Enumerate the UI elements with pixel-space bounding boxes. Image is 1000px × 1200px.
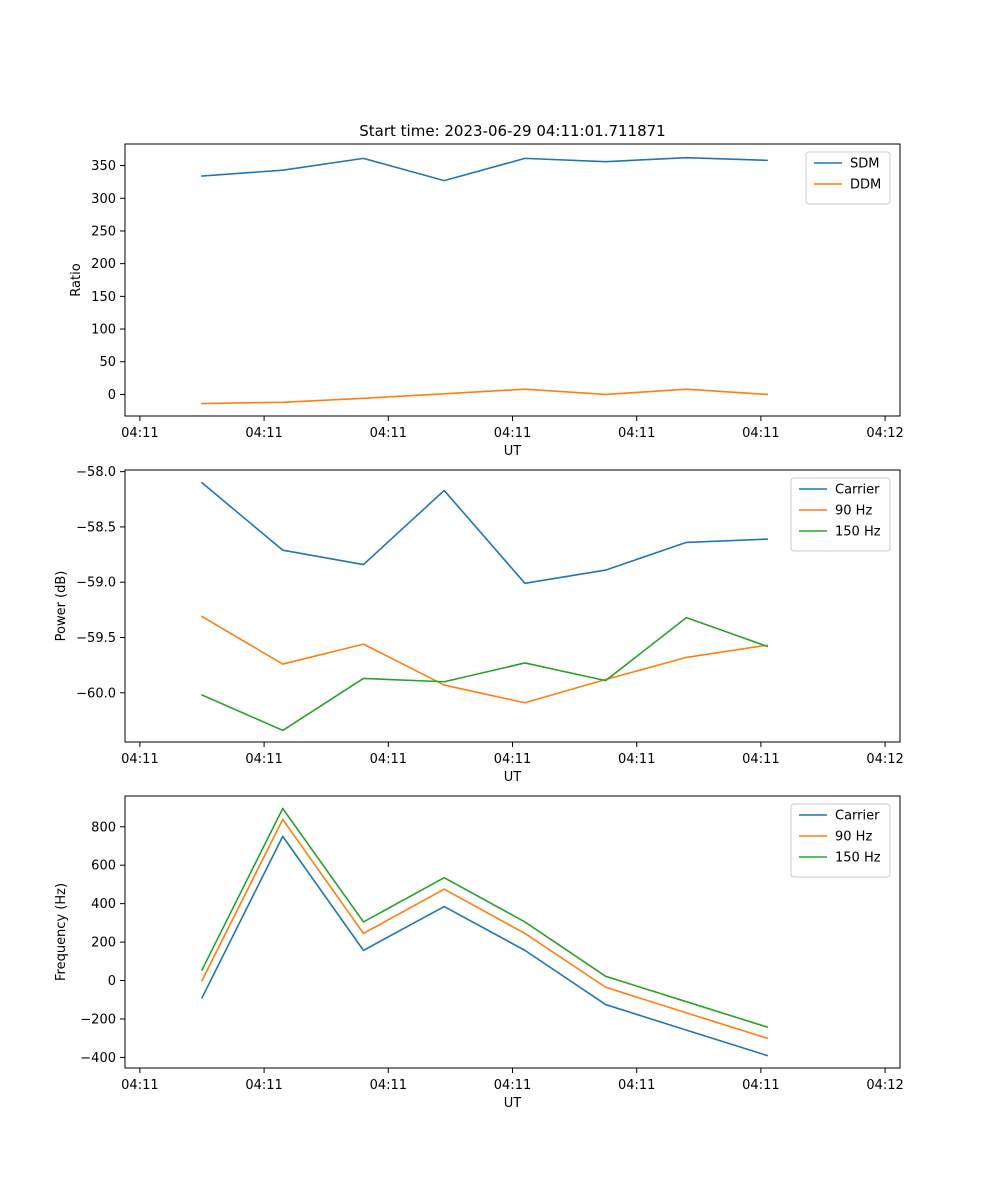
frequency-y-tick-label: 800	[91, 820, 116, 835]
ratio-y-tick-label: 200	[91, 257, 116, 272]
frequency-x-tick-label: 04:11	[742, 1078, 779, 1093]
frequency-y-tick-label: 0	[108, 974, 116, 989]
ratio-x-tick-label: 04:11	[494, 426, 531, 441]
power-y-tick-label: −59.5	[76, 631, 116, 646]
ratio-y-tick-label: 50	[99, 355, 116, 370]
ratio-chart: Start time: 2023-06-29 04:11:01.711871 0…	[69, 122, 904, 459]
frequency-x-tick-label: 04:11	[370, 1078, 407, 1093]
ratio-y-axis-label: Ratio	[69, 263, 84, 296]
power-legend-label-carrier: Carrier	[835, 483, 880, 498]
power-legend: Carrier 90 Hz 150 Hz	[790, 477, 891, 552]
frequency-y-tick-label: 200	[91, 936, 116, 951]
frequency-x-tick-label: 04:12	[866, 1078, 903, 1093]
frequency-legend-label-90-hz: 90 Hz	[835, 830, 872, 845]
ratio-x-tick-label: 04:11	[245, 426, 282, 441]
frequency-series-90-hz-line	[200, 818, 769, 1040]
power-x-tick-label: 04:11	[618, 752, 655, 767]
frequency-x-tick-label: 04:11	[494, 1078, 531, 1093]
power-chart: 04:11 04:11 04:11 04:11 04:11 04:11 04:12 UT −60…	[54, 465, 904, 785]
ratio-legend-label-sdm: SDM	[850, 157, 879, 172]
ratio-chart-title: Start time: 2023-06-29 04:11:01.711871	[359, 122, 665, 140]
power-x-tick-label: 04:11	[370, 752, 407, 767]
frequency-y-tick-label: −200	[80, 1012, 116, 1027]
ratio-y-tick-label: 0	[108, 388, 116, 403]
power-y-tick-label: −60.0	[76, 686, 116, 701]
frequency-legend-label-150-hz: 150 Hz	[835, 851, 881, 866]
ratio-x-tick-label: 04:11	[618, 426, 655, 441]
frequency-y-axis-label: Frequency (Hz)	[54, 883, 69, 981]
power-series-90-hz-line	[200, 615, 769, 704]
ratio-legend: SDM DDM	[805, 151, 891, 205]
power-legend-label-90-hz: 90 Hz	[835, 504, 872, 519]
power-y-tick-label: −58.5	[76, 520, 116, 535]
ratio-series-sdm-line	[201, 156, 768, 182]
power-x-tick-label: 04:11	[494, 752, 531, 767]
power-x-tick-label: 04:12	[866, 752, 903, 767]
frequency-series-150-hz-line	[200, 807, 769, 1029]
ratio-y-tick-label: 100	[91, 323, 116, 338]
ratio-x-tick-label: 04:12	[866, 426, 903, 441]
ratio-x-tick-label: 04:11	[121, 426, 158, 441]
frequency-legend: Carrier 90 Hz 150 Hz	[790, 803, 891, 878]
frequency-chart: 04:11 04:11 04:11 04:11 04:11 04:11 04:12 UT −40…	[54, 795, 904, 1111]
ratio-legend-label-ddm: DDM	[850, 178, 881, 193]
ratio-x-tick-label: 04:11	[742, 426, 779, 441]
frequency-x-tick-label: 04:11	[618, 1078, 655, 1093]
ratio-y-tick-label: 300	[91, 192, 116, 207]
power-x-tick-label: 04:11	[742, 752, 779, 767]
ratio-x-axis-label: UT	[504, 444, 522, 459]
frequency-legend-frame	[790, 803, 891, 878]
power-y-tick-label: −58.0	[76, 465, 116, 480]
ratio-y-tick-label: 350	[91, 159, 116, 174]
power-legend-frame	[790, 477, 891, 552]
ratio-series-ddm-line	[201, 388, 768, 405]
frequency-x-tick-label: 04:11	[121, 1078, 158, 1093]
frequency-x-axis-label: UT	[504, 1096, 522, 1111]
frequency-y-tick-label: 600	[91, 859, 116, 874]
frequency-series-carrier-line	[200, 835, 769, 1057]
power-y-tick-label: −59.0	[76, 576, 116, 591]
power-y-axis-label: Power (dB)	[54, 571, 69, 642]
power-x-axis-label: UT	[504, 770, 522, 785]
power-series-carrier-line	[200, 481, 768, 585]
power-legend-label-150-hz: 150 Hz	[835, 525, 881, 540]
ratio-y-tick-label: 250	[91, 224, 116, 239]
power-x-tick-label: 04:11	[121, 752, 158, 767]
frequency-legend-label-carrier: Carrier	[835, 809, 880, 824]
frequency-y-tick-label: 400	[91, 897, 116, 912]
ratio-legend-frame	[805, 151, 891, 205]
power-x-tick-label: 04:11	[245, 752, 282, 767]
ratio-y-tick-label: 150	[91, 290, 116, 305]
ratio-x-tick-label: 04:11	[370, 426, 407, 441]
power-series-150-hz-line	[200, 616, 769, 732]
frequency-x-tick-label: 04:11	[245, 1078, 282, 1093]
frequency-y-tick-label: −400	[80, 1051, 116, 1066]
